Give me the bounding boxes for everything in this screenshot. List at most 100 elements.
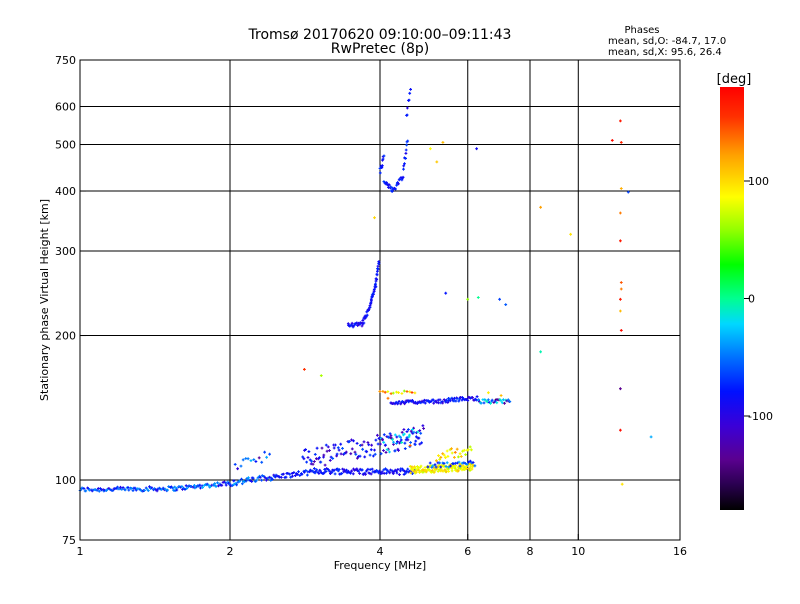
data-point <box>313 471 317 475</box>
data-point <box>171 486 175 490</box>
data-point <box>300 472 304 476</box>
data-point <box>329 472 332 475</box>
data-point <box>373 452 377 456</box>
data-point <box>395 471 399 475</box>
data-point <box>471 461 475 464</box>
data-point <box>365 313 369 317</box>
data-point <box>376 264 380 268</box>
chart-title: Tromsø 20170620 09:10:00–09:11:43 <box>248 27 512 43</box>
data-point <box>325 449 329 453</box>
data-point <box>476 296 480 299</box>
data-point <box>456 461 459 465</box>
data-point <box>104 489 108 492</box>
data-point <box>296 473 299 476</box>
data-point <box>396 440 399 443</box>
data-point <box>301 455 305 459</box>
data-point <box>396 468 400 471</box>
data-point <box>310 459 313 463</box>
data-point <box>401 175 405 179</box>
stats-line-o: mean, sd,O: -84.7, 17.0 <box>608 36 726 47</box>
data-point <box>649 435 653 439</box>
data-point <box>489 402 492 405</box>
data-point <box>377 471 381 475</box>
data-point <box>398 473 401 476</box>
data-point <box>389 185 393 189</box>
data-point <box>467 467 471 471</box>
data-point <box>409 471 413 475</box>
data-point <box>372 454 375 458</box>
data-point <box>357 469 360 473</box>
data-point <box>265 478 268 482</box>
data-point <box>248 479 252 482</box>
data-point <box>404 157 407 160</box>
data-point <box>388 471 392 475</box>
data-point <box>358 472 361 475</box>
data-point <box>260 474 264 478</box>
data-point <box>378 171 382 175</box>
data-point <box>380 437 384 441</box>
data-point <box>402 167 405 171</box>
data-point <box>241 482 244 486</box>
data-point <box>370 467 374 471</box>
data-point <box>423 466 427 469</box>
data-point <box>450 451 454 455</box>
data-point <box>610 139 614 142</box>
data-point <box>464 453 467 456</box>
data-point <box>298 474 302 477</box>
data-point <box>368 453 372 457</box>
data-point <box>464 462 467 465</box>
data-point <box>131 489 135 492</box>
data-point <box>231 484 234 487</box>
data-point <box>394 187 397 191</box>
data-point <box>360 443 364 447</box>
data-point <box>434 465 438 469</box>
data-point <box>457 460 461 464</box>
data-point <box>198 483 202 487</box>
data-point <box>412 430 416 434</box>
data-point <box>446 401 450 404</box>
data-point <box>619 187 623 190</box>
data-point <box>404 438 408 442</box>
data-point <box>173 485 177 489</box>
data-point <box>406 139 410 143</box>
data-point <box>339 452 343 456</box>
data-point <box>408 91 412 95</box>
data-point <box>396 447 400 451</box>
data-point <box>376 267 380 271</box>
data-point <box>403 162 406 166</box>
data-point <box>360 468 364 472</box>
data-point <box>155 489 159 493</box>
data-point <box>345 468 348 472</box>
data-point <box>462 448 466 452</box>
data-point <box>347 471 351 474</box>
data-point <box>378 167 382 170</box>
data-point <box>438 458 442 461</box>
data-point <box>475 395 479 398</box>
data-point <box>348 440 351 443</box>
data-point <box>482 401 486 405</box>
data-point <box>355 442 359 445</box>
data-point <box>503 401 506 405</box>
y-tick-label: 75 <box>62 534 76 547</box>
data-point <box>382 449 385 452</box>
data-point <box>465 467 468 470</box>
data-point <box>239 464 243 468</box>
data-point <box>163 487 167 491</box>
data-point <box>80 486 84 490</box>
data-point <box>228 482 232 486</box>
data-point <box>378 469 381 473</box>
data-point <box>384 451 388 454</box>
data-point <box>409 441 412 444</box>
data-point <box>475 147 478 151</box>
data-point <box>326 445 330 449</box>
data-point <box>400 178 404 182</box>
data-point <box>416 430 420 434</box>
data-point <box>403 447 407 450</box>
data-point <box>458 397 461 401</box>
data-point <box>313 453 317 456</box>
data-point <box>404 148 408 152</box>
data-point <box>402 432 406 436</box>
data-point <box>325 467 329 470</box>
data-point <box>431 398 435 402</box>
